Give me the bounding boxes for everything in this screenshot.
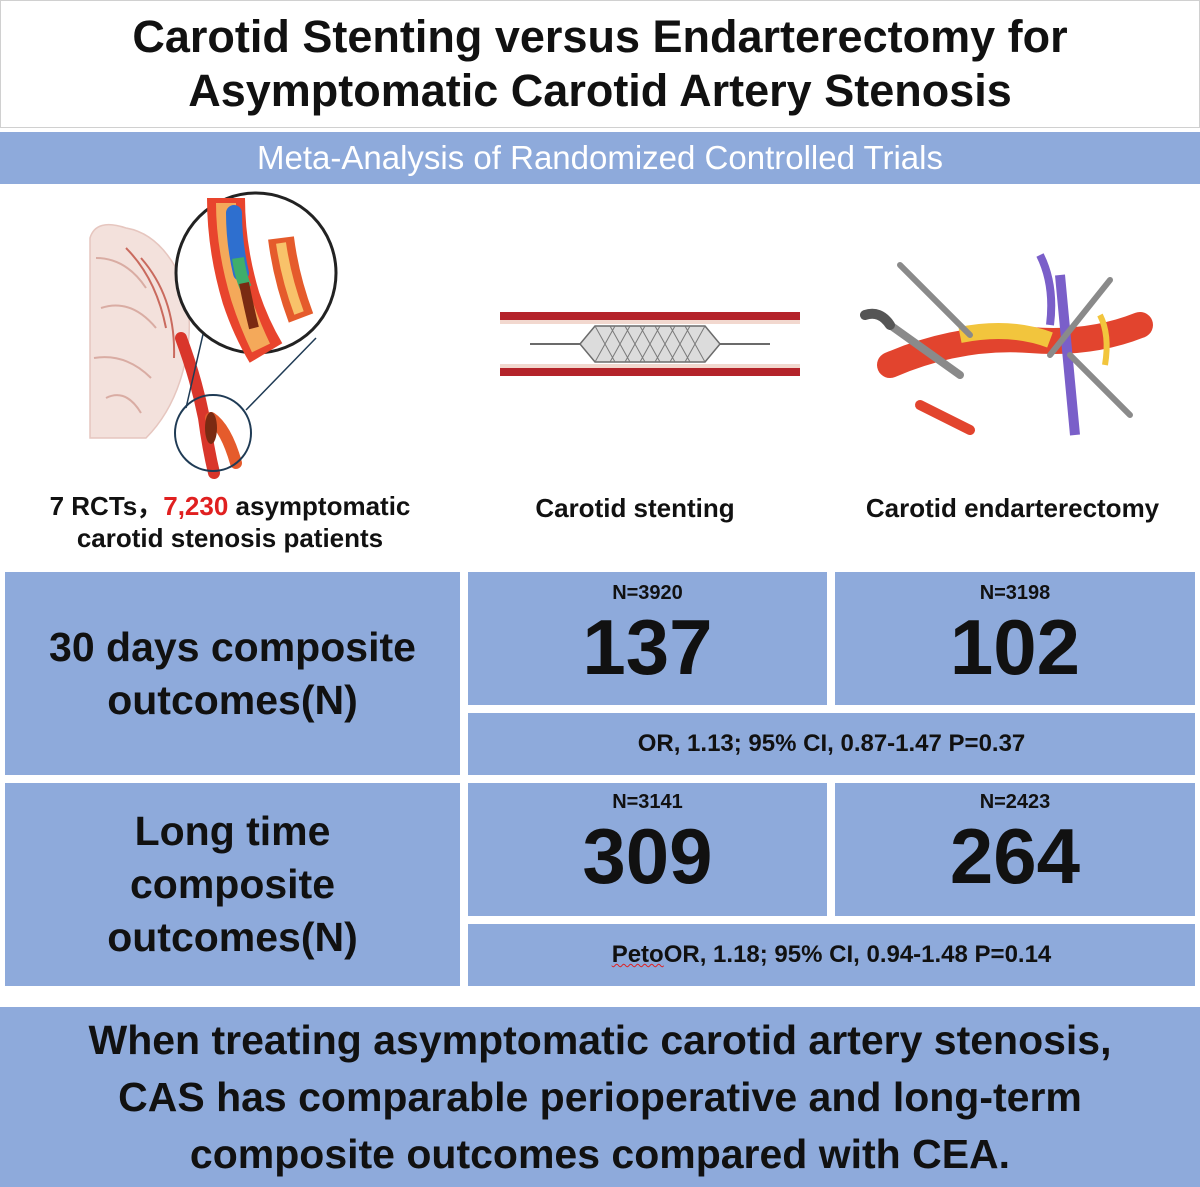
row-30-days-statistics: OR, 1.13; 95% CI, 0.87-1.47 P=0.37 [468,713,1195,775]
row-long-time-cas-cell: N=3141 309 [468,783,827,916]
patients-caption-line-2: carotid stenosis patients [76,523,384,553]
row-long-time-label-line-3: outcomes(N) [107,914,358,960]
cea-outcome-count: 264 [949,812,1081,900]
asymptomatic-text: asymptomatic [228,491,411,521]
row-30-days-label-line-1: 30 days composite [49,623,416,670]
rct-count-text: 7 RCTs， [49,491,164,521]
conclusion-line-3: composite outcomes compared with CEA. [189,1130,1011,1177]
carotid-endarterectomy-illustration [860,253,1153,436]
title-banner: Carotid Stenting versus Endarterectomy f… [0,0,1200,128]
row-long-time-statistics: Peto OR, 1.18; 95% CI, 0.94-1.48 P=0.14 [468,924,1195,986]
row-30-days-label-line-2: outcomes(N) [107,676,358,723]
row-long-time-label: Long time composite outcomes(N) [5,783,460,986]
cas-outcome-count: 309 [582,812,713,900]
stat-text: OR, 1.18; 95% CI, 0.94-1.48 P=0.14 [663,941,1052,968]
conclusion-line-2: CAS has comparable perioperative and lon… [118,1073,1082,1120]
conclusion-banner: When treating asymptomatic carotid arter… [0,1007,1200,1187]
cas-n-label: N=3141 [612,791,683,813]
title-line-2: Asymptomatic Carotid Artery Stenosis [188,65,1012,116]
carotid-stent-illustration [500,312,800,376]
cea-n-label: N=2423 [979,791,1051,813]
peto-text: Peto [611,941,664,968]
endarterectomy-caption: Carotid endarterectomy [865,493,1160,523]
cas-outcome-count: 137 [582,603,713,691]
conclusion-line-1: When treating asymptomatic carotid arter… [88,1016,1112,1063]
stenting-caption: Carotid stenting [535,493,735,523]
patients-caption: 7 RCTs，7,230 asymptomatic carotid stenos… [20,490,440,554]
row-30-days-cas-cell: N=3920 137 [468,572,827,705]
patients-caption-line-1: 7 RCTs，7,230 asymptomatic [20,490,440,522]
cea-outcome-count: 102 [949,603,1081,691]
stat-text: OR, 1.13; 95% CI, 0.87-1.47 P=0.37 [637,730,1026,757]
cas-n-label: N=3920 [612,582,683,604]
row-30-days-label: 30 days composite outcomes(N) [5,572,460,775]
row-30-days-cea-cell: N=3198 102 [835,572,1195,705]
subtitle-banner: Meta-Analysis of Randomized Controlled T… [0,132,1200,184]
cea-n-label: N=3198 [979,582,1051,604]
title-line-1: Carotid Stenting versus Endarterectomy f… [132,11,1068,62]
row-long-time-label-line-1: Long time [134,808,331,854]
patient-count: 7,230 [163,491,229,521]
carotid-anatomy-illustration [89,191,338,479]
row-long-time-label-line-2: composite [129,861,336,907]
row-long-time-cea-cell: N=2423 264 [835,783,1195,916]
